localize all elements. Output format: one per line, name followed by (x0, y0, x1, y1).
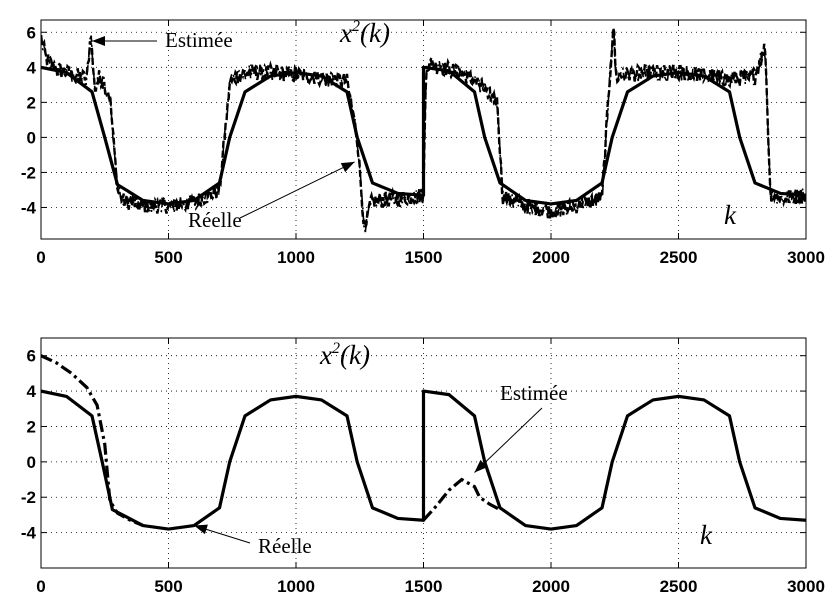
y-tick-label: -2 (21, 488, 36, 507)
x-tick-label: 500 (154, 577, 182, 596)
panel-label: x2(k) (319, 340, 370, 370)
series-estimee-line (41, 354, 144, 528)
annotation-arrowhead (340, 161, 355, 173)
label-sup: 2 (352, 18, 360, 35)
y-tick-label: 0 (27, 128, 36, 147)
x-tick-label: 2500 (660, 248, 698, 267)
x-tick-label: 1500 (405, 248, 443, 267)
series-estimee-line (422, 477, 501, 522)
annotation-arrowhead (92, 36, 106, 47)
x-tick-label: 1500 (405, 577, 443, 596)
annotation-arrow-line (239, 161, 355, 219)
x-tick-label: 2500 (660, 577, 698, 596)
x-tick-label: 2000 (532, 577, 570, 596)
plot-frame (40, 337, 807, 569)
annotation-label: Réelle (188, 208, 242, 232)
annotation-label: Estimée (500, 381, 568, 405)
label-base: x (319, 340, 332, 370)
plot-frame (40, 19, 807, 240)
x-axis-label: k (700, 520, 713, 550)
x-tick-label: 3000 (787, 577, 825, 596)
x-tick-label: 0 (36, 577, 45, 596)
x-tick-label: 1000 (277, 248, 315, 267)
x-tick-label: 3000 (787, 248, 825, 267)
label-sup: 2 (332, 340, 340, 357)
x-tick-label: 500 (154, 248, 182, 267)
y-tick-label: 4 (27, 382, 37, 401)
x-tick-label: 0 (36, 248, 45, 267)
y-tick-label: -2 (21, 163, 36, 182)
x-axis-label: k (724, 200, 737, 230)
y-tick-label: 2 (27, 93, 36, 112)
y-tick-label: -4 (21, 524, 37, 543)
y-tick-label: 2 (27, 417, 36, 436)
series-reelle-line (41, 389, 806, 531)
annotation-label: Réelle (258, 534, 312, 558)
y-tick-label: 0 (27, 453, 36, 472)
label-base: x (339, 18, 352, 48)
y-tick-label: 6 (27, 347, 36, 366)
annotation-arrow-line (474, 407, 543, 473)
label-arg: (k) (340, 340, 370, 370)
y-tick-label: 4 (27, 58, 37, 77)
series-group (41, 27, 806, 233)
annotation-label: Estimée (165, 28, 233, 52)
panel-label: x2(k) (339, 18, 390, 48)
y-tick-label: 6 (27, 23, 36, 42)
x-tick-label: 2000 (532, 248, 570, 267)
x-tick-label: 1000 (277, 577, 315, 596)
label-arg: (k) (360, 18, 390, 48)
annotation-arrowhead (194, 524, 208, 535)
series-estimee-line (41, 30, 806, 233)
annotation-arrowhead (474, 459, 488, 473)
series-group (41, 354, 806, 531)
y-tick-label: -4 (21, 198, 37, 217)
